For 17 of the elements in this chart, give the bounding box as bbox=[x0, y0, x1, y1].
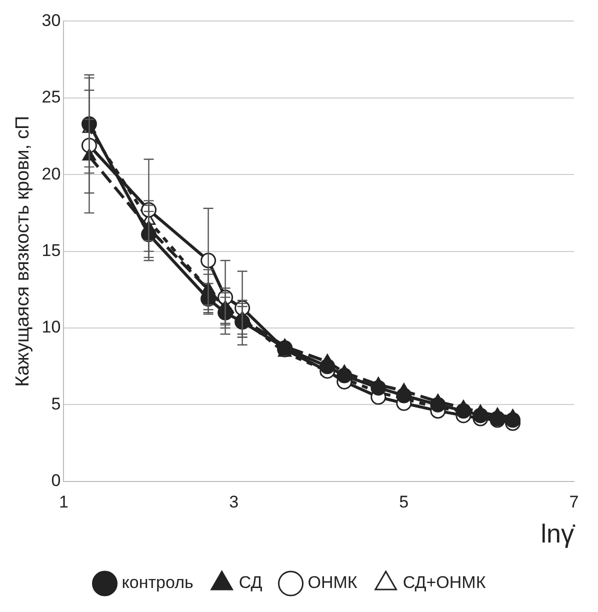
x-axis-title: lnγ̇ bbox=[540, 518, 576, 549]
x-tick-label: 7 bbox=[569, 492, 579, 512]
x-tick-label: 5 bbox=[399, 492, 409, 512]
x-tick-label: 1 bbox=[58, 492, 68, 512]
y-tick-label: 20 bbox=[42, 164, 61, 184]
legend-label: СД+ОНМК bbox=[402, 573, 486, 592]
legend-label: контроль bbox=[122, 573, 194, 592]
y-tick-label: 15 bbox=[42, 240, 61, 260]
y-tick-label: 30 bbox=[42, 10, 61, 30]
y-axis-title: Кажущаяся вязкость крови, сП bbox=[12, 116, 34, 387]
legend-label: СД bbox=[238, 573, 263, 592]
y-tick-label: 10 bbox=[42, 318, 61, 337]
y-tick-label: 5 bbox=[51, 394, 61, 414]
y-tick-label: 25 bbox=[42, 88, 61, 107]
y-tick-label: 0 bbox=[51, 471, 61, 490]
legend-label: ОНМК bbox=[308, 573, 358, 592]
x-tick-label: 3 bbox=[229, 492, 239, 512]
